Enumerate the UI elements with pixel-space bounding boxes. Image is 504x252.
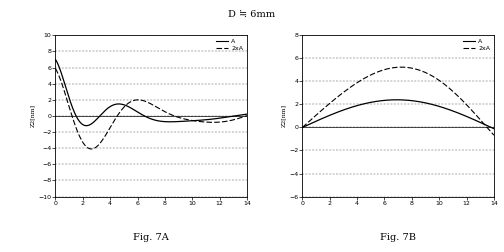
Text: Fig. 7B: Fig. 7B [380, 233, 416, 242]
Legend: A, 2xA: A, 2xA [462, 38, 491, 52]
Text: Fig. 7A: Fig. 7A [134, 233, 169, 242]
Legend: A, 2xA: A, 2xA [215, 38, 244, 52]
Y-axis label: Z2[nm]: Z2[nm] [31, 104, 35, 128]
Y-axis label: Z2[nm]: Z2[nm] [281, 104, 286, 128]
Text: D ≒ 6mm: D ≒ 6mm [228, 10, 276, 19]
